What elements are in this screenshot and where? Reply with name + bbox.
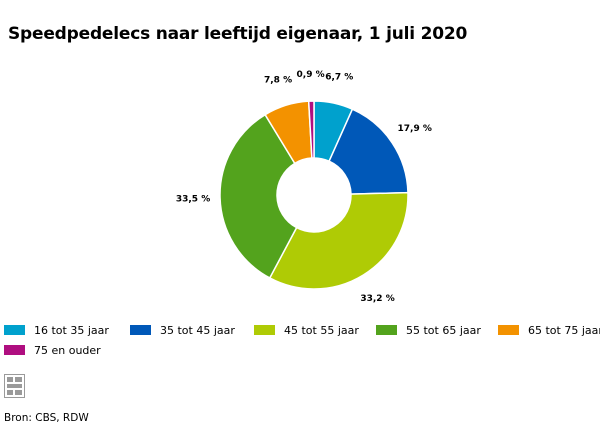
legend-item-16-35: 16 tot 35 jaar (4, 322, 109, 338)
data-label: 0,9 % (297, 70, 325, 80)
data-label: 7,8 % (264, 75, 292, 85)
donut-data-labels: 6,7 % 17,9 % 33,2 % 33,5 % 7,8 % 0,9 % (176, 70, 432, 304)
donut-slice (268, 191, 409, 290)
legend-swatch (4, 325, 25, 335)
legend-swatch (498, 325, 519, 335)
legend-item-55-65: 55 tot 65 jaar (376, 322, 481, 338)
legend-label: 75 en ouder (34, 343, 101, 357)
legend-label: 65 tot 75 jaar (528, 323, 600, 337)
donut-slice (328, 108, 409, 195)
legend-item-35-45: 35 tot 45 jaar (130, 322, 235, 338)
legend-swatch (4, 345, 25, 355)
legend-swatch (130, 325, 151, 335)
donut-slice (219, 113, 298, 279)
legend-label: 45 tot 55 jaar (284, 323, 359, 337)
legend-item-75-plus: 75 en ouder (4, 342, 101, 358)
legend-item-65-75: 65 tot 75 jaar (498, 322, 600, 338)
legend-swatch (376, 325, 397, 335)
data-label: 33,2 % (360, 294, 394, 304)
legend-item-45-55: 45 tot 55 jaar (254, 322, 359, 338)
donut-slices (219, 100, 409, 290)
legend-label: 55 tot 65 jaar (406, 323, 481, 337)
donut-slice (307, 100, 315, 159)
data-label: 17,9 % (398, 124, 432, 134)
source-note: Bron: CBS, RDW (4, 412, 89, 424)
data-label: 6,7 % (325, 73, 353, 83)
legend-swatch (254, 325, 275, 335)
legend-label: 35 tot 45 jaar (160, 323, 235, 337)
cbs-logo-icon (4, 374, 25, 398)
chart-title: Speedpedelecs naar leeftijd eigenaar, 1 … (8, 24, 468, 44)
donut-chart: 6,7 % 17,9 % 33,2 % 33,5 % 7,8 % 0,9 % (176, 70, 432, 304)
legend-label: 16 tot 35 jaar (34, 323, 109, 337)
data-label: 33,5 % (176, 194, 210, 204)
